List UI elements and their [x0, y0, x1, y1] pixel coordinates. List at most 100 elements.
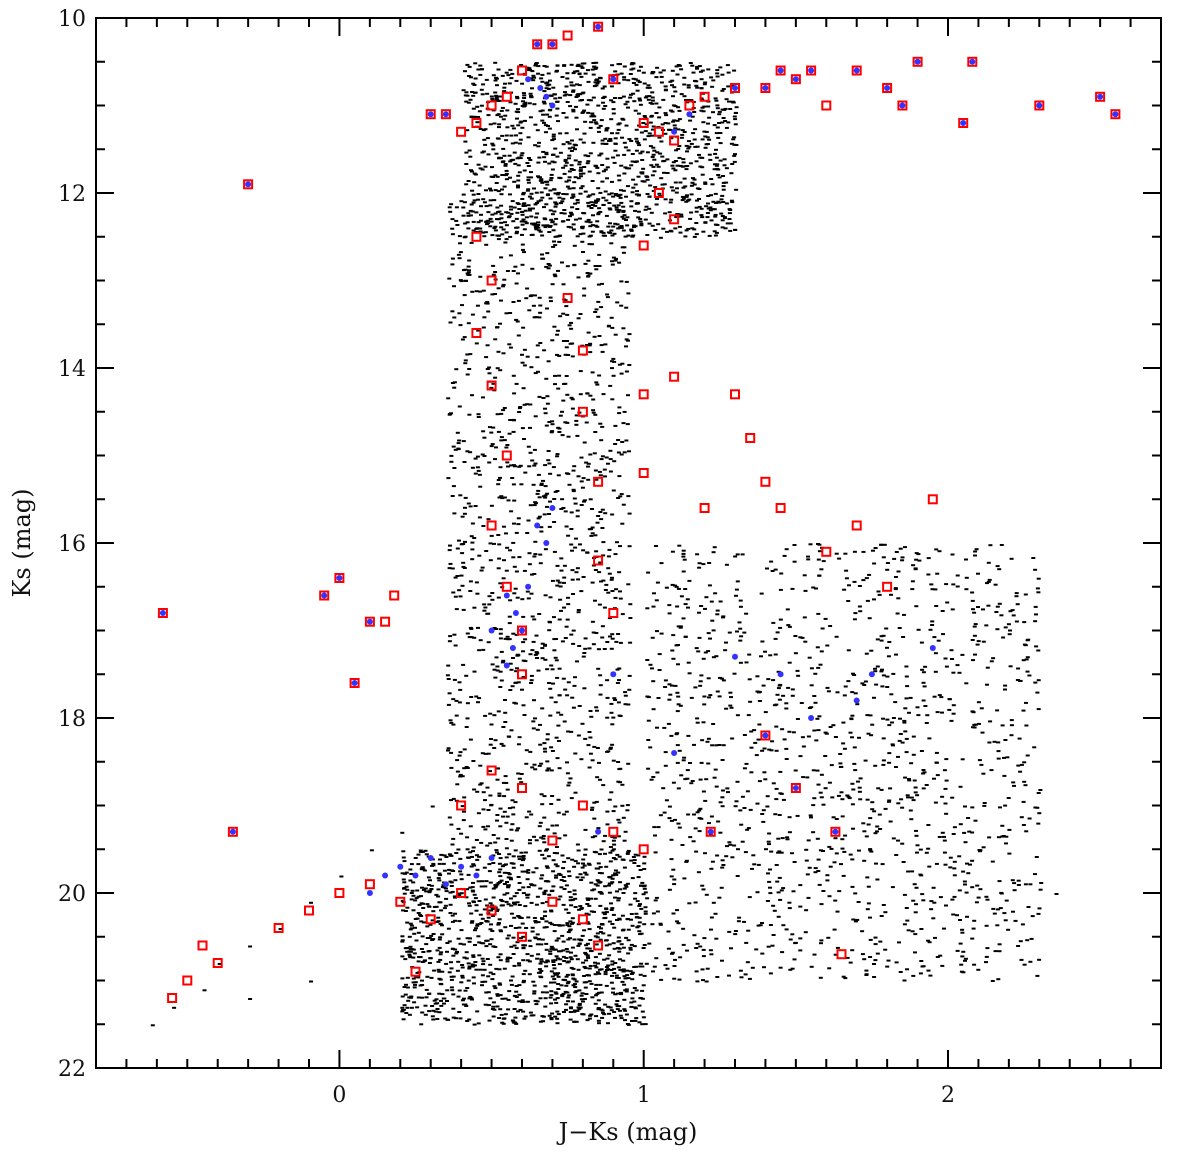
black-point	[642, 944, 647, 946]
black-point	[840, 847, 845, 850]
black-point	[590, 806, 595, 809]
black-point	[527, 195, 532, 198]
black-point	[607, 1012, 611, 1015]
black-point	[562, 960, 567, 962]
black-point	[537, 156, 542, 159]
black-point	[640, 989, 645, 992]
black-point	[875, 825, 880, 828]
black-point	[651, 605, 656, 608]
black-point	[674, 65, 679, 68]
black-point	[416, 853, 421, 856]
black-point	[900, 559, 905, 562]
black-point	[478, 639, 483, 642]
black-point	[517, 926, 522, 929]
black-point	[597, 891, 602, 894]
black-point	[626, 762, 631, 765]
black-point	[539, 191, 544, 194]
black-point	[630, 877, 635, 880]
black-point	[543, 644, 547, 647]
black-point	[647, 222, 652, 225]
black-point	[898, 733, 903, 735]
black-point	[542, 217, 547, 220]
black-point	[1038, 888, 1043, 891]
black-point	[677, 64, 682, 67]
black-point	[409, 863, 414, 866]
black-point	[629, 164, 634, 167]
black-point	[450, 989, 455, 992]
black-point	[807, 866, 812, 869]
black-point	[932, 901, 937, 904]
black-point	[481, 289, 486, 292]
black-point	[566, 596, 570, 599]
black-point	[944, 812, 949, 815]
black-point	[905, 794, 910, 797]
black-point	[590, 808, 594, 811]
black-point	[490, 293, 495, 296]
black-point	[846, 680, 851, 683]
black-point	[471, 846, 476, 849]
black-point	[493, 91, 498, 94]
black-point	[613, 869, 618, 872]
black-point	[473, 77, 478, 80]
black-point	[435, 921, 440, 923]
black-point	[1007, 828, 1012, 831]
black-point	[503, 241, 508, 244]
black-point	[621, 210, 626, 213]
black-point	[613, 896, 617, 899]
black-point	[970, 710, 975, 713]
black-point	[571, 110, 576, 113]
black-point	[496, 190, 501, 193]
black-point	[529, 176, 534, 179]
black-point	[478, 290, 483, 293]
black-point	[584, 993, 589, 995]
black-point	[484, 880, 489, 883]
black-point	[494, 152, 499, 155]
black-point	[420, 984, 425, 986]
black-point	[454, 714, 459, 717]
black-point	[979, 707, 984, 710]
black-point	[467, 259, 472, 262]
black-point	[706, 677, 711, 680]
black-point	[412, 952, 417, 955]
black-point	[431, 1018, 436, 1021]
black-point	[674, 216, 679, 219]
black-point	[720, 219, 725, 222]
black-point	[477, 954, 482, 957]
black-point	[491, 148, 496, 151]
black-point	[514, 1022, 519, 1025]
black-point	[569, 951, 573, 954]
black-point	[572, 1010, 577, 1013]
black-point	[642, 887, 647, 890]
black-point	[615, 1008, 620, 1011]
black-point	[792, 861, 797, 863]
black-point	[482, 866, 487, 869]
black-point	[583, 986, 588, 989]
black-point	[461, 561, 466, 564]
black-point	[469, 997, 474, 1000]
black-point	[548, 950, 553, 953]
black-point	[495, 218, 499, 221]
black-point	[606, 462, 610, 465]
black-point	[512, 944, 517, 947]
black-point	[570, 858, 575, 861]
black-point	[984, 624, 989, 627]
black-point	[952, 860, 957, 863]
black-point	[593, 987, 598, 990]
black-point	[506, 465, 510, 468]
black-point	[832, 861, 837, 864]
black-point	[652, 170, 657, 173]
black-point	[622, 65, 627, 68]
black-point	[603, 137, 608, 140]
black-point	[664, 114, 669, 117]
black-point	[657, 669, 662, 671]
black-point	[575, 958, 580, 961]
black-point	[566, 603, 571, 606]
black-point	[599, 458, 604, 461]
black-point	[686, 813, 691, 816]
black-point	[581, 232, 586, 235]
black-point	[944, 583, 949, 586]
black-point	[709, 815, 714, 818]
black-point	[505, 788, 510, 791]
black-point	[501, 815, 505, 818]
